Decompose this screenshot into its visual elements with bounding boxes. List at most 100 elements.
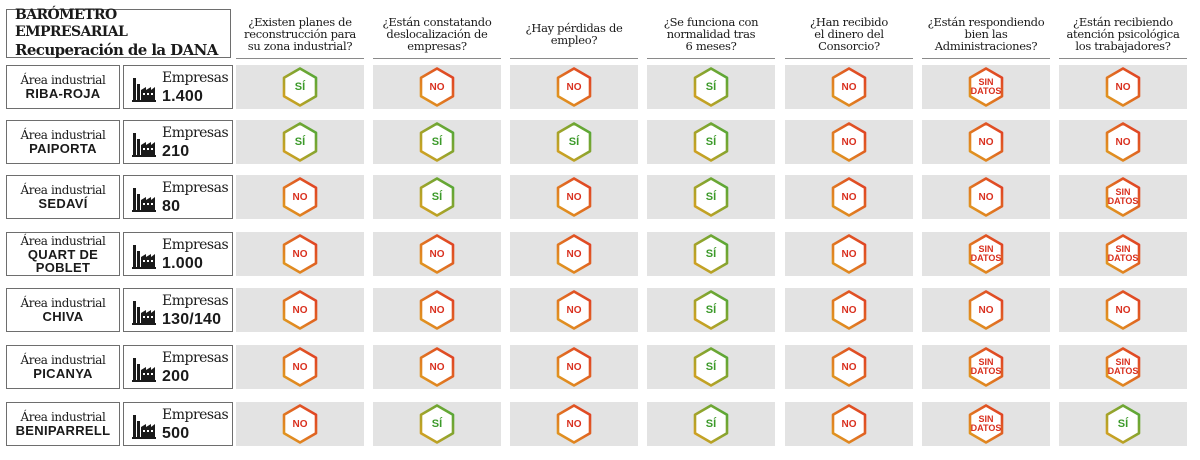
answer-cell: NO (510, 175, 638, 219)
answer-text: SÍ (705, 248, 717, 260)
answer-cell: NO (785, 232, 913, 276)
factory-icon (132, 78, 156, 102)
answer-text: NO (978, 191, 994, 203)
question-text: ¿Han recibido el dinero del Consorcio? (810, 14, 888, 53)
answer-cell: NO (922, 175, 1050, 219)
companies-count: 80 (162, 198, 181, 215)
area-name: RIBA-ROJA (25, 86, 101, 101)
answer-text: NO (841, 191, 857, 203)
answer-badge-sd: SIN DATOS (965, 346, 1007, 388)
question-text: ¿Se funciona con normalidad tras 6 meses… (663, 14, 759, 53)
title-line-1: BARÓMETRO EMPRESARIAL (15, 7, 128, 40)
answer-cell: SÍ (510, 120, 638, 164)
answer-badge-sd: SIN DATOS (1102, 346, 1144, 388)
question-header-5: ¿Han recibido el dinero del Consorcio? (785, 9, 913, 59)
answer-text: SÍ (294, 136, 306, 148)
answer-badge-no: NO (828, 289, 870, 331)
area-label: Área industrial (20, 353, 106, 367)
companies-cell: Empresas 500 (123, 402, 233, 446)
answer-badge-no: NO (965, 176, 1007, 218)
answer-text: NO (429, 304, 445, 316)
companies-count: 1.400 (162, 88, 204, 105)
question-header-1: ¿Existen planes de reconstrucción para s… (236, 9, 364, 59)
companies-count: 130/140 (162, 311, 222, 328)
question-text: ¿Están constatando deslocalización de em… (382, 14, 492, 53)
answer-cell: SÍ (236, 65, 364, 109)
answer-badge-no: NO (553, 346, 595, 388)
question-header-3: ¿Hay pérdidas de empleo? (510, 9, 638, 59)
answer-text: SÍ (1117, 418, 1129, 430)
answer-text: SÍ (431, 418, 443, 430)
answer-text: NO (841, 136, 857, 148)
area-label: Área industrial (20, 233, 106, 248)
answer-badge-no: NO (553, 66, 595, 108)
answer-cell: SÍ (236, 120, 364, 164)
answer-text: SIN DATOS (970, 414, 1002, 433)
companies-cell: Empresas 210 (123, 120, 233, 164)
factory-icon (132, 188, 156, 212)
answer-text: NO (978, 136, 994, 148)
answer-badge-no: NO (828, 403, 870, 445)
companies-count: 210 (162, 143, 190, 160)
answer-cell: SÍ (373, 402, 501, 446)
companies-label: Empresas (162, 293, 229, 309)
answer-text: NO (566, 248, 582, 260)
answer-badge-no: NO (416, 66, 458, 108)
answer-text: NO (566, 81, 582, 93)
question-text: ¿Están respondiendo bien las Administrac… (927, 14, 1045, 53)
answer-badge-no: NO (828, 233, 870, 275)
answer-badge-sd: SIN DATOS (1102, 233, 1144, 275)
answer-text: NO (841, 361, 857, 373)
answer-cell: NO (373, 345, 501, 389)
answer-cell: NO (1059, 120, 1187, 164)
answer-cell: NO (785, 402, 913, 446)
area-cell: Área industrial BENIPARRELL (6, 402, 120, 446)
companies-label: Empresas (162, 125, 229, 141)
answer-badge-no: NO (553, 403, 595, 445)
answer-cell: SIN DATOS (1059, 175, 1187, 219)
area-cell: Área industrial QUART DE POBLET (6, 232, 120, 276)
answer-text: SIN DATOS (1107, 187, 1139, 206)
answer-cell: NO (785, 120, 913, 164)
answer-badge-no: NO (416, 346, 458, 388)
answer-badge-no: NO (416, 233, 458, 275)
question-text: ¿Existen planes de reconstrucción para s… (244, 14, 356, 53)
answer-text: SÍ (705, 136, 717, 148)
answer-text: NO (429, 81, 445, 93)
answer-badge-si: SÍ (690, 403, 732, 445)
answer-cell: SÍ (647, 402, 775, 446)
area-name: QUART DE POBLET (27, 246, 99, 275)
answer-text: SIN DATOS (1107, 244, 1139, 263)
answer-text: SÍ (705, 191, 717, 203)
answer-cell: NO (1059, 65, 1187, 109)
answer-text: SIN DATOS (970, 77, 1002, 96)
question-text: ¿Están recibiendo atención psicológica l… (1066, 14, 1180, 53)
answer-badge-no: NO (828, 121, 870, 163)
chart-title: BARÓMETRO EMPRESARIAL Recuperación de la… (6, 7, 231, 59)
answer-text: NO (1115, 81, 1131, 93)
companies-cell: Empresas 80 (123, 175, 233, 219)
area-cell: Área industrial PICANYA (6, 345, 120, 389)
factory-icon (132, 133, 156, 157)
answer-text: NO (566, 304, 582, 316)
answer-badge-sd: SIN DATOS (965, 403, 1007, 445)
answer-cell: SIN DATOS (1059, 345, 1187, 389)
answer-cell: SÍ (373, 175, 501, 219)
area-cell: Área industrial SEDAVÍ (6, 175, 120, 219)
answer-badge-no: NO (279, 403, 321, 445)
answer-text: SÍ (431, 136, 443, 148)
answer-badge-sd: SIN DATOS (965, 66, 1007, 108)
answer-cell: NO (236, 288, 364, 332)
answer-text: SÍ (705, 81, 717, 93)
answer-text: NO (566, 418, 582, 430)
answer-text: NO (841, 81, 857, 93)
answer-badge-si: SÍ (416, 121, 458, 163)
answer-cell: SÍ (647, 288, 775, 332)
companies-label: Empresas (162, 237, 229, 253)
area-label: Área industrial (20, 410, 106, 424)
answer-cell: NO (922, 288, 1050, 332)
answer-badge-si: SÍ (690, 66, 732, 108)
answer-text: NO (566, 191, 582, 203)
answer-badge-no: NO (279, 289, 321, 331)
companies-label: Empresas (162, 180, 229, 196)
